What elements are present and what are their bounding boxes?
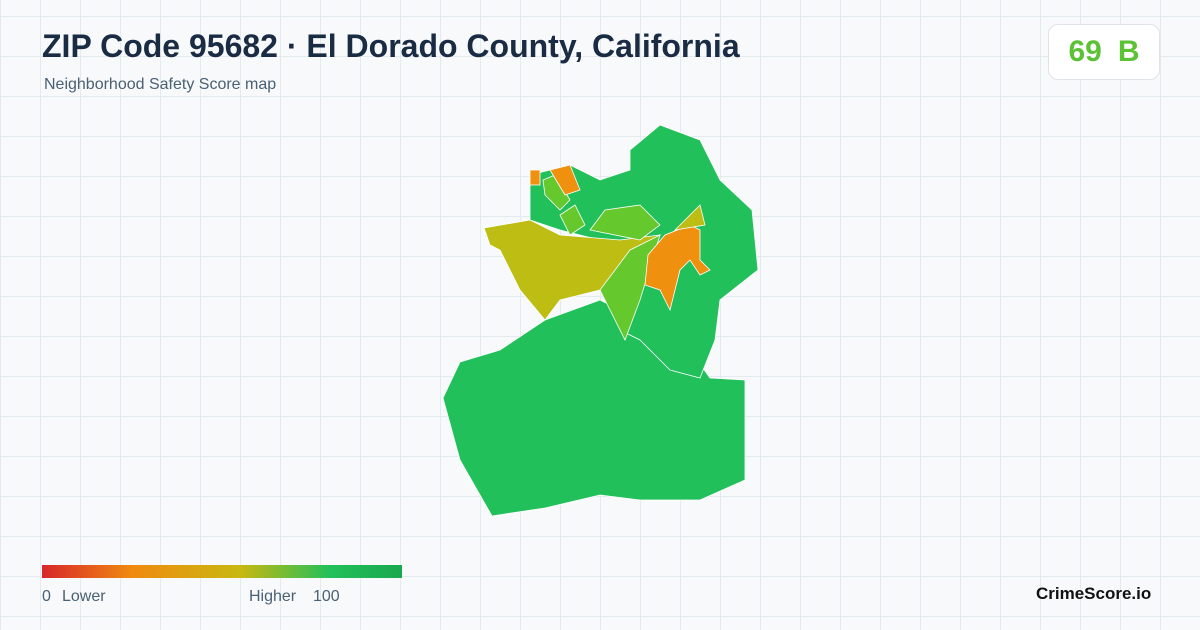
legend-min-label: Lower (62, 588, 106, 605)
region (673, 204, 706, 231)
subtitle: Neighborhood Safety Score map (44, 76, 277, 93)
legend-bar (42, 565, 402, 578)
legend-min: 0 (42, 588, 51, 605)
legend-max: 100 (313, 588, 340, 605)
region (549, 164, 581, 196)
region (529, 169, 541, 186)
legend-max-label: Higher (249, 588, 297, 605)
title: ZIP Code 95682 · El Dorado County, Calif… (42, 28, 740, 64)
score: 69 (1068, 35, 1102, 68)
region (559, 204, 586, 236)
region (599, 234, 661, 341)
region (542, 174, 571, 211)
brand: CrimeScore.io (1036, 584, 1152, 603)
score-badge: 69 B (1048, 24, 1160, 80)
region (589, 204, 661, 241)
grade: B (1117, 35, 1140, 68)
